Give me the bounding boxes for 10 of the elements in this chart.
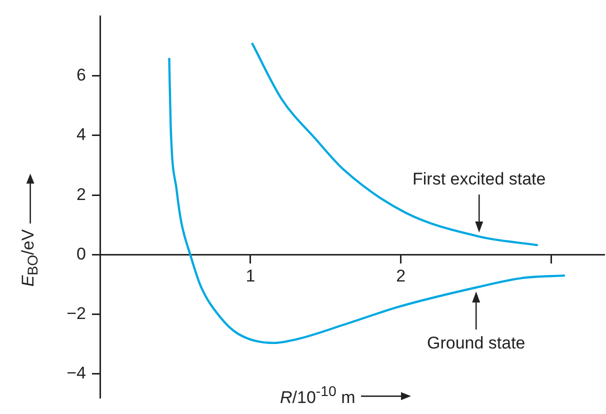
annotation: Ground state [426, 334, 526, 353]
y-tick-label: −4 [66, 364, 86, 383]
y-tick-label: 2 [76, 184, 86, 204]
x-tick-label: 1 [246, 266, 256, 286]
annotation: First excited state [412, 170, 546, 189]
x-axis-title: R/10$^{-10}$ m [280, 384, 356, 408]
y-tick-label: 4 [76, 125, 86, 144]
y-tick-label: −2 [66, 304, 86, 324]
y-tick-label: 6 [76, 66, 86, 85]
y-tick-label: 0 [76, 244, 86, 264]
